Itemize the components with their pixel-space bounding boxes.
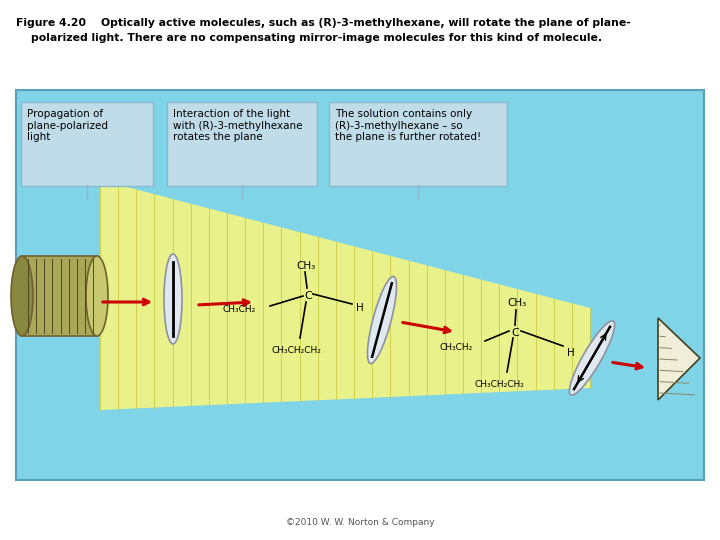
FancyBboxPatch shape xyxy=(21,102,153,186)
Text: CH₃CH₂CH₂: CH₃CH₂CH₂ xyxy=(271,346,321,355)
Ellipse shape xyxy=(570,321,615,395)
Text: Propagation of
plane-polarized
light: Propagation of plane-polarized light xyxy=(27,109,108,142)
Text: ©2010 W. W. Norton & Company: ©2010 W. W. Norton & Company xyxy=(286,518,434,527)
FancyBboxPatch shape xyxy=(22,256,97,336)
Text: CH₃CH₂: CH₃CH₂ xyxy=(440,343,473,353)
Text: CH₃CH₂CH₂: CH₃CH₂CH₂ xyxy=(474,380,524,389)
Ellipse shape xyxy=(86,256,108,336)
Text: Figure 4.20    Optically active molecules, such as (R)-3-methylhexane, will rota: Figure 4.20 Optically active molecules, … xyxy=(16,18,631,28)
FancyBboxPatch shape xyxy=(329,102,507,186)
Ellipse shape xyxy=(367,276,397,363)
FancyBboxPatch shape xyxy=(16,90,704,480)
Text: Interaction of the light
with (R)-3-methylhexane
rotates the plane: Interaction of the light with (R)-3-meth… xyxy=(173,109,302,142)
Text: polarized light. There are no compensating mirror-image molecules for this kind : polarized light. There are no compensati… xyxy=(16,33,602,43)
Polygon shape xyxy=(100,180,590,410)
Text: H: H xyxy=(567,348,575,358)
FancyBboxPatch shape xyxy=(167,102,317,186)
Text: C: C xyxy=(304,291,312,301)
Text: The solution contains only
(R)-3-methylhexane – so
the plane is further rotated!: The solution contains only (R)-3-methylh… xyxy=(335,109,481,142)
Text: CH₃CH₂: CH₃CH₂ xyxy=(222,306,256,314)
Polygon shape xyxy=(658,318,700,400)
Text: H: H xyxy=(356,303,364,313)
Text: CH₃: CH₃ xyxy=(297,261,315,271)
Text: CH₃: CH₃ xyxy=(508,298,526,308)
Ellipse shape xyxy=(164,254,182,344)
Text: C: C xyxy=(511,328,519,338)
Ellipse shape xyxy=(11,256,33,336)
